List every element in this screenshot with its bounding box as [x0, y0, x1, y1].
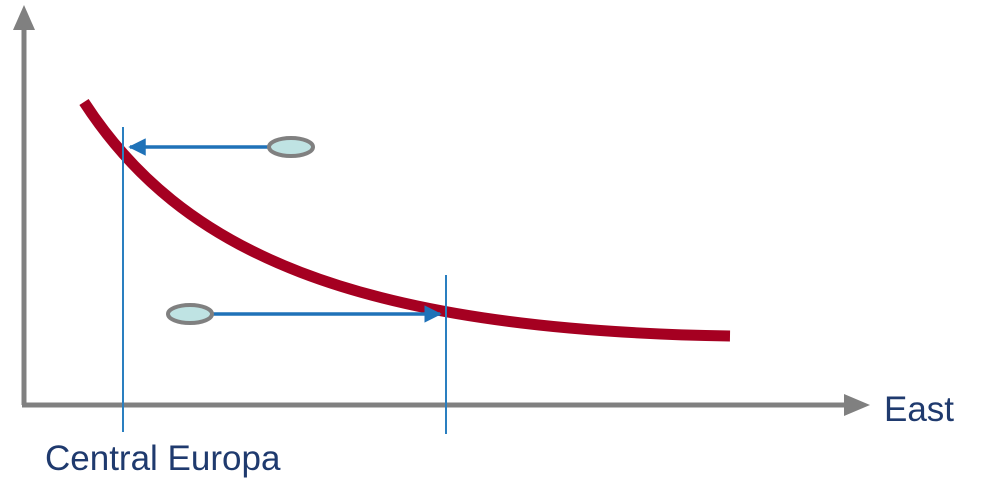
central-europa-label: Central Europa [45, 439, 281, 478]
x-axis-arrowhead-icon [844, 394, 870, 416]
upper-handle-oval[interactable] [267, 136, 315, 158]
y-axis-arrowhead-icon [13, 5, 35, 30]
x-axis-label: East [884, 390, 954, 429]
decay-curve [79, 99, 731, 342]
lower-handle-oval[interactable] [166, 303, 214, 325]
